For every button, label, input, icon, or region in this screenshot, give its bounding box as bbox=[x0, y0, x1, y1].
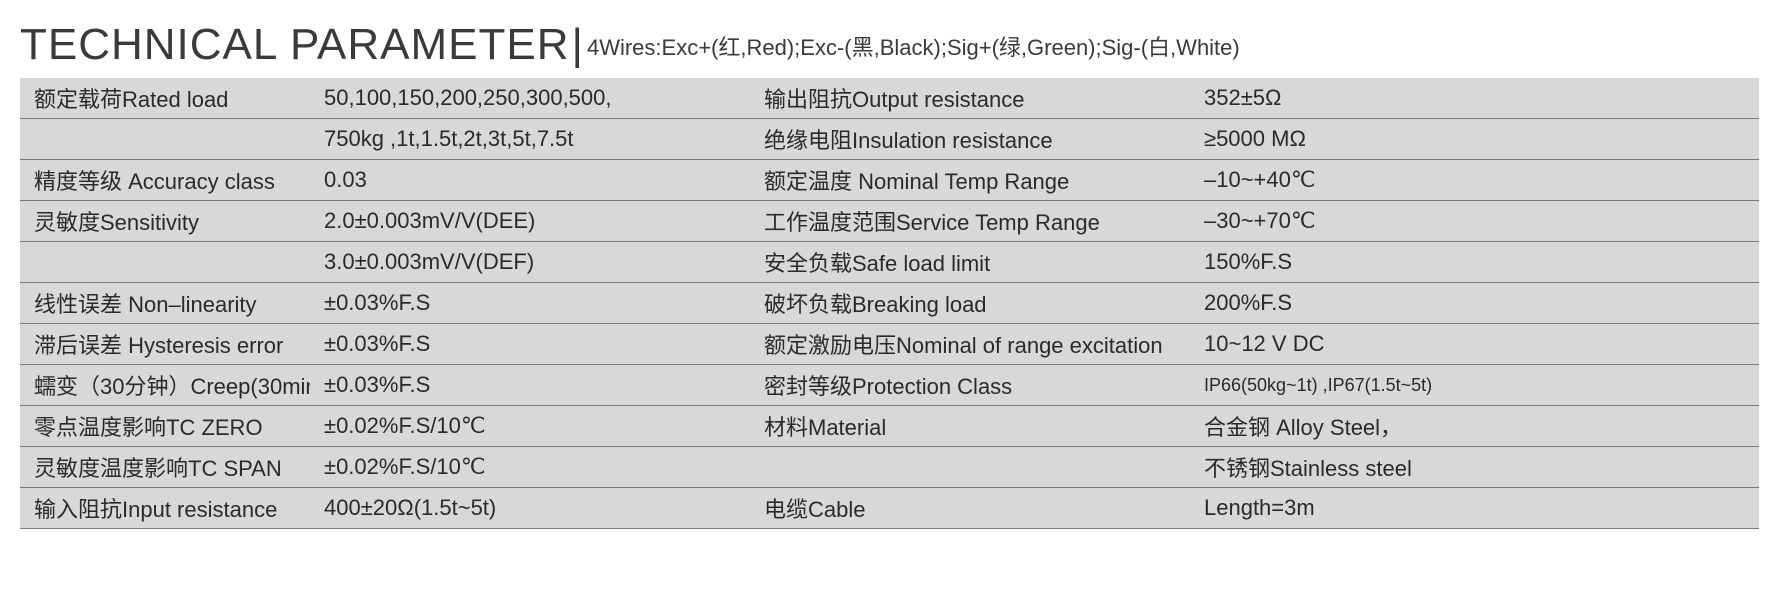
param-name-right: 输出阻抗Output resistance bbox=[750, 78, 1190, 118]
param-value-right: 200%F.S bbox=[1190, 286, 1759, 320]
param-name-left: 输入阻抗Input resistance bbox=[20, 488, 310, 528]
wiring-subtitle: 4Wires:Exc+(红,Red);Exc-(黑,Black);Sig+(绿,… bbox=[587, 30, 1240, 62]
param-name-right: 额定激励电压Nominal of range excitation bbox=[750, 324, 1190, 364]
spec-table: 额定载荷Rated load50,100,150,200,250,300,500… bbox=[20, 78, 1759, 529]
param-value-left: ±0.02%F.S/10℃ bbox=[310, 409, 750, 443]
param-name-right: 安全负载Safe load limit bbox=[750, 242, 1190, 282]
param-name-left: 额定载荷Rated load bbox=[20, 78, 310, 118]
table-row: 灵敏度温度影响TC SPAN±0.02%F.S/10℃ 不锈钢Stainless … bbox=[20, 447, 1759, 488]
param-name-left: 精度等级 Accuracy class bbox=[20, 160, 310, 200]
param-value-right: IP66(50kg~1t) ,IP67(1.5t~5t) bbox=[1190, 371, 1759, 400]
table-row: 滞后误差 Hysteresis error±0.03%F.S额定激励电压Nomi… bbox=[20, 324, 1759, 365]
param-name-right: 额定温度 Nominal Temp Range bbox=[750, 160, 1190, 200]
table-row: 额定载荷Rated load50,100,150,200,250,300,500… bbox=[20, 78, 1759, 119]
title-separator: | bbox=[572, 20, 583, 70]
param-name-right: 绝缘电阻Insulation resistance bbox=[750, 119, 1190, 159]
param-value-right: ≥5000 MΩ bbox=[1190, 122, 1759, 156]
param-value-left: 400±20Ω(1.5t~5t) bbox=[310, 491, 750, 525]
param-value-left: ±0.03%F.S bbox=[310, 286, 750, 320]
param-name-left: 线性误差 Non–linearity bbox=[20, 283, 310, 323]
page-title: TECHNICAL PARAMETER bbox=[20, 20, 570, 70]
param-value-right: 10~12 V DC bbox=[1190, 327, 1759, 361]
param-value-left: 3.0±0.003mV/V(DEF) bbox=[310, 245, 750, 279]
param-value-right: 352±5Ω bbox=[1190, 81, 1759, 115]
table-row: 输入阻抗Input resistance400±20Ω(1.5t~5t)电缆Ca… bbox=[20, 488, 1759, 529]
param-name-right: 电缆Cable bbox=[750, 488, 1190, 528]
param-value-right: –10~+40℃ bbox=[1190, 163, 1759, 197]
param-name-left: 灵敏度Sensitivity bbox=[20, 201, 310, 241]
param-value-left: 50,100,150,200,250,300,500, bbox=[310, 81, 750, 115]
param-value-left: ±0.03%F.S bbox=[310, 327, 750, 361]
table-row: 零点温度影响TC ZERO±0.02%F.S/10℃材料Material合金钢 … bbox=[20, 406, 1759, 447]
param-value-right: 不锈钢Stainless steel bbox=[1190, 447, 1759, 487]
table-row: 精度等级 Accuracy class0.03额定温度 Nominal Temp… bbox=[20, 160, 1759, 201]
header: TECHNICAL PARAMETER | 4Wires:Exc+(红,Red)… bbox=[20, 20, 1759, 70]
param-name-left bbox=[20, 258, 310, 266]
param-name-right: 破坏负载Breaking load bbox=[750, 283, 1190, 323]
table-row: 3.0±0.003mV/V(DEF)安全负载Safe load limit150… bbox=[20, 242, 1759, 283]
param-name-right: 工作温度范围Service Temp Range bbox=[750, 201, 1190, 241]
param-value-left: ±0.02%F.S/10℃ bbox=[310, 450, 750, 484]
param-value-right: 150%F.S bbox=[1190, 245, 1759, 279]
param-name-left: 滞后误差 Hysteresis error bbox=[20, 324, 310, 364]
param-value-right: 合金钢 Alloy Steel， bbox=[1190, 406, 1759, 446]
param-value-right: –30~+70℃ bbox=[1190, 204, 1759, 238]
table-row: 750kg ,1t,1.5t,2t,3t,5t,7.5t绝缘电阻Insulati… bbox=[20, 119, 1759, 160]
table-row: 灵敏度Sensitivity2.0±0.003mV/V(DEE)工作温度范围Se… bbox=[20, 201, 1759, 242]
param-value-left: 0.03 bbox=[310, 163, 750, 197]
param-value-left: 750kg ,1t,1.5t,2t,3t,5t,7.5t bbox=[310, 122, 750, 156]
param-name-left bbox=[20, 135, 310, 143]
param-name-left: 灵敏度温度影响TC SPAN bbox=[20, 447, 310, 487]
param-value-left: ±0.03%F.S bbox=[310, 368, 750, 402]
table-row: 蠕变（30分钟）Creep(30min)±0.03%F.S密封等级Protect… bbox=[20, 365, 1759, 406]
param-name-left: 蠕变（30分钟）Creep(30min) bbox=[20, 365, 310, 405]
param-value-left: 2.0±0.003mV/V(DEE) bbox=[310, 204, 750, 238]
table-row: 线性误差 Non–linearity±0.03%F.S破坏负载Breaking … bbox=[20, 283, 1759, 324]
param-name-right bbox=[750, 463, 1190, 471]
param-name-left: 零点温度影响TC ZERO bbox=[20, 406, 310, 446]
param-name-right: 材料Material bbox=[750, 406, 1190, 446]
param-name-right: 密封等级Protection Class bbox=[750, 365, 1190, 405]
param-value-right: Length=3m bbox=[1190, 491, 1759, 525]
